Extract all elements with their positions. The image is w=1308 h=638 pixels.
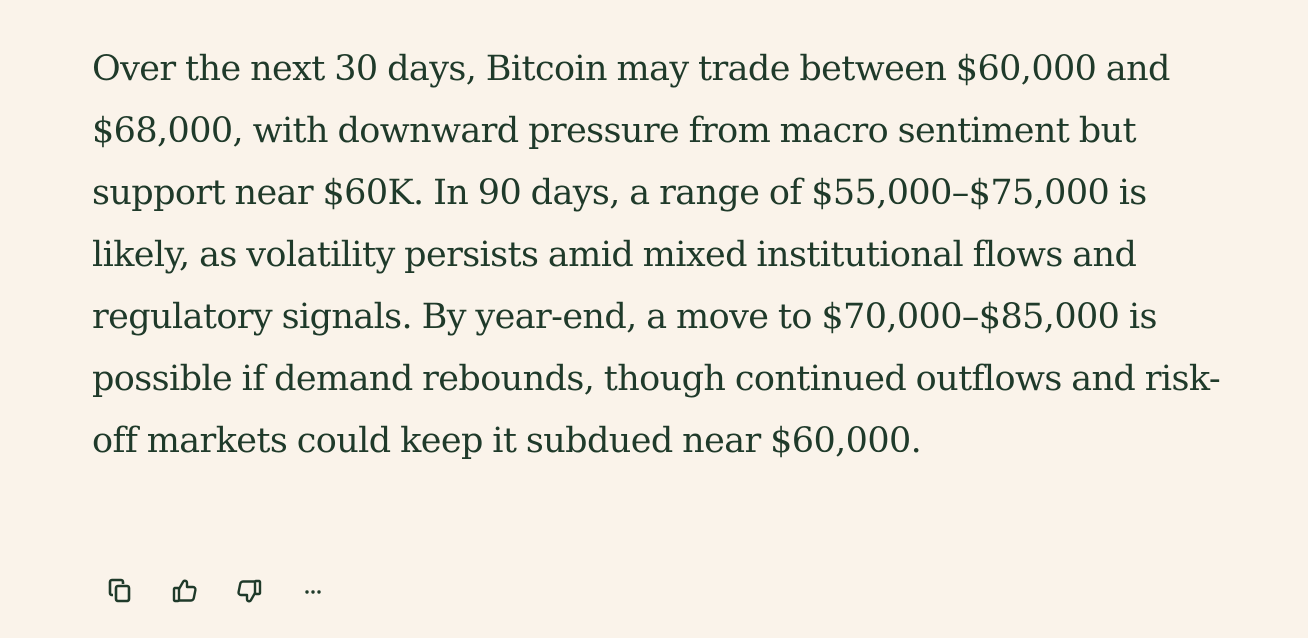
assistant-message: Over the next 30 days, Bitcoin may trade… <box>92 38 1242 472</box>
thumbs-down-button[interactable] <box>232 574 266 608</box>
thumbs-down-icon <box>232 574 266 608</box>
thumbs-up-icon <box>168 574 202 608</box>
message-actions <box>104 574 330 608</box>
message-text: Over the next 30 days, Bitcoin may trade… <box>92 49 1221 461</box>
copy-icon <box>104 574 138 608</box>
more-options-button[interactable] <box>296 574 330 608</box>
more-icon <box>296 574 330 608</box>
copy-button[interactable] <box>104 574 138 608</box>
thumbs-up-button[interactable] <box>168 574 202 608</box>
